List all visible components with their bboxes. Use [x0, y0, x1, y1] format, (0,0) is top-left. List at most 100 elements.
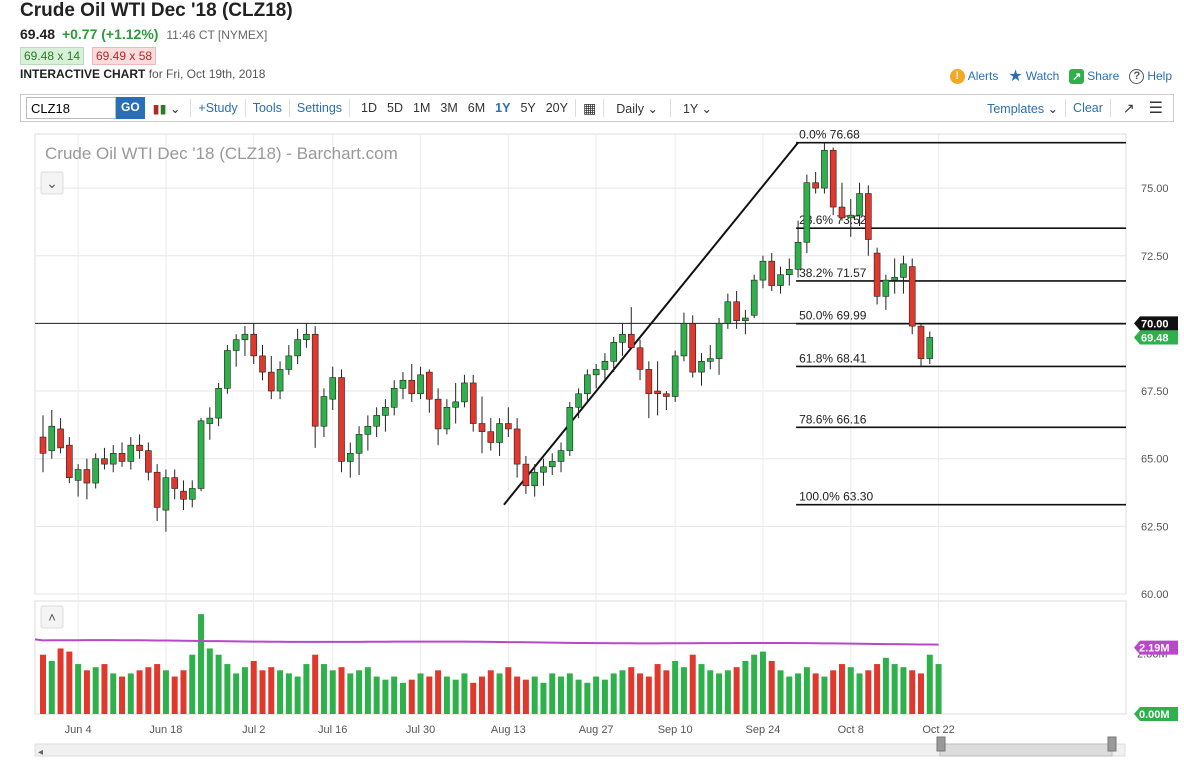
- bid-badge: 69.48 x 14: [20, 47, 85, 65]
- candle-body: [821, 149, 828, 189]
- candle-body: [145, 450, 152, 473]
- volume-bar: [303, 664, 310, 714]
- settings-button[interactable]: Settings: [296, 101, 343, 115]
- candle-body: [645, 369, 653, 395]
- y-tick-label: 75.00: [1141, 183, 1169, 195]
- watch-link[interactable]: ★ Watch: [1008, 66, 1059, 86]
- candle-body: [873, 252, 881, 297]
- volume-bar: [496, 673, 503, 714]
- candle-body: [794, 241, 802, 270]
- share-link[interactable]: ↗ Share: [1069, 68, 1120, 84]
- candle-body: [399, 379, 407, 389]
- symbol-input[interactable]: [26, 97, 116, 119]
- chevron-down-icon: ⌄: [46, 175, 58, 191]
- candle-body: [785, 268, 793, 276]
- volume-bar: [101, 664, 108, 714]
- divider: [574, 99, 576, 117]
- candle-body: [777, 274, 784, 286]
- volume-bar: [619, 670, 626, 714]
- volume-bar: [689, 654, 696, 714]
- volume-bar: [259, 670, 266, 714]
- go-button[interactable]: GO: [116, 97, 145, 119]
- price-chart-svg: 75.00 72.50 70.00 67.50 65.00 62.50 60.00 Jun 4…: [34, 128, 1178, 758]
- alerts-link[interactable]: ! Alerts: [949, 68, 998, 84]
- divider: [244, 99, 246, 117]
- volume-bar: [329, 670, 336, 714]
- volume-bar: [443, 676, 450, 714]
- volume-bar: [373, 676, 380, 714]
- candle-body: [522, 463, 530, 487]
- period-button-20y[interactable]: 20Y: [545, 101, 568, 115]
- candle-body: [101, 458, 108, 465]
- calendar-icon[interactable]: ▦: [582, 99, 597, 116]
- ask-badge: 69.49 x 58: [92, 47, 157, 65]
- candle-body: [285, 355, 293, 370]
- help-link[interactable]: ? Help: [1129, 68, 1172, 84]
- volume-bar: [733, 667, 740, 714]
- candle-body: [584, 374, 591, 395]
- interval-select[interactable]: Daily ⌄: [606, 101, 668, 116]
- candle-body: [127, 444, 135, 462]
- range-select[interactable]: 1Y ⌄: [673, 101, 722, 116]
- period-button-1m[interactable]: 1M: [413, 101, 431, 115]
- volume-bar: [909, 670, 916, 714]
- collapse-button[interactable]: [40, 171, 64, 195]
- fib-level-label: 100.0% 63.30: [799, 490, 873, 504]
- candle-body: [215, 388, 222, 419]
- range-handle-right[interactable]: [1107, 736, 1117, 752]
- period-button-3m[interactable]: 3M: [440, 101, 458, 115]
- candle-body: [364, 425, 372, 435]
- add-study-button[interactable]: +Study: [198, 101, 238, 115]
- chevron-up-icon: ˄: [48, 610, 56, 625]
- menu-icon[interactable]: ☰: [1148, 100, 1163, 117]
- candle-body: [303, 333, 310, 340]
- divider: [1065, 99, 1067, 117]
- candle-body: [689, 323, 697, 373]
- period-button-5d[interactable]: 5D: [387, 101, 404, 115]
- candle-body: [250, 333, 258, 357]
- candle-body: [557, 450, 565, 462]
- candle-body: [259, 355, 266, 373]
- period-button-5y[interactable]: 5Y: [520, 101, 536, 115]
- tools-button[interactable]: Tools: [252, 101, 282, 115]
- expand-volume-button[interactable]: [40, 605, 64, 629]
- candle-body: [531, 471, 538, 487]
- x-tick-label: Jul 2: [242, 724, 265, 736]
- period-button-1d[interactable]: 1D: [361, 101, 378, 115]
- range-scrollbar-thumb[interactable]: [939, 743, 1113, 757]
- share-label: Share: [1087, 69, 1120, 83]
- volume-bar: [865, 670, 872, 714]
- period-button-6m[interactable]: 6M: [467, 101, 486, 115]
- volume-bar: [680, 667, 687, 714]
- fib-level-label: 0.0% 76.68: [799, 128, 860, 142]
- volume-bar: [356, 670, 363, 714]
- period-button-1y[interactable]: 1Y: [495, 101, 511, 115]
- chart-type-select[interactable]: ▮▮ ⌄: [145, 101, 189, 116]
- expand-icon[interactable]: ↗: [1122, 99, 1135, 116]
- price-panel-frame: [34, 133, 1127, 595]
- volume-bar: [575, 679, 582, 714]
- candle-body: [838, 206, 846, 219]
- templates-label: Templates: [987, 101, 1045, 116]
- volume-bar: [900, 667, 907, 714]
- y-tick-label: 62.50: [1141, 521, 1169, 533]
- volume-bar: [408, 679, 415, 714]
- candle-body: [136, 444, 143, 451]
- range-scrollbar[interactable]: [34, 743, 1126, 757]
- volume-bar: [83, 670, 90, 714]
- trendline: [503, 142, 799, 506]
- volume-bar: [795, 673, 802, 714]
- volume-bar: [110, 673, 117, 714]
- volume-bar: [830, 670, 837, 714]
- volume-bar: [531, 676, 538, 714]
- clear-button[interactable]: Clear: [1073, 101, 1103, 115]
- volume-bar: [215, 654, 222, 714]
- fib-level-label: 38.2% 71.57: [799, 266, 867, 280]
- candlestick-icon-2: ▮: [159, 101, 167, 116]
- candle-body: [74, 469, 82, 481]
- templates-select[interactable]: Templates ⌄: [982, 101, 1063, 116]
- volume-bar: [198, 614, 205, 714]
- range-handle-left[interactable]: [936, 736, 946, 752]
- volume-bar: [918, 673, 924, 714]
- chart-area[interactable]: 75.00 72.50 70.00 67.50 65.00 62.50 60.00 Jun 4…: [0, 124, 1184, 759]
